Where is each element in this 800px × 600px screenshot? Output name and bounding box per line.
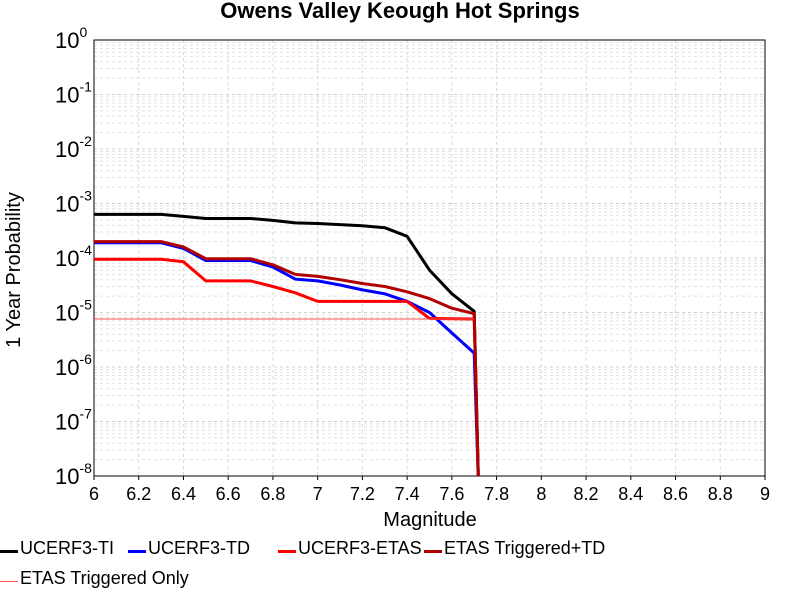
series-line-2 [94,241,480,476]
y-tick-label: 10-5 [55,297,92,326]
legend: UCERF3-TI UCERF3-TD UCERF3-ETAS ETAS Trigge… [0,536,800,600]
y-tick-label: 10-7 [55,406,92,435]
x-tick-label: 7.8 [484,484,509,504]
y-tick-label: 10-2 [55,133,92,162]
legend-label: UCERF3-ETAS [298,538,422,558]
x-tick-label: 8.8 [708,484,733,504]
x-axis-ticks: 6 6.2 6.4 6.6 6.8 7 7.2 7.4 7.6 7.8 8 8.2 8.4 8.6 8.8 9 [89,476,770,504]
x-tick-label: 9 [760,484,770,504]
legend-item: UCERF3-TD [128,538,250,559]
y-tick-label: 10-8 [55,460,92,489]
series-line-3 [94,257,480,476]
x-tick-label: 7.4 [395,484,420,504]
y-tick-label: 100 [55,24,87,53]
legend-item: UCERF3-ETAS [278,538,422,559]
chart-title: Owens Valley Keough Hot Springs [220,0,579,23]
x-axis-label: Magnitude [383,509,476,531]
x-tick-label: 8 [536,484,546,504]
x-tick-label: 6.8 [260,484,285,504]
series-layer [94,212,480,476]
y-tick-label: 10-3 [55,188,92,217]
series-line-1 [94,212,480,476]
legend-label: ETAS Triggered+TD [444,538,606,558]
legend-item: ETAS Triggered+TD [424,538,605,559]
x-tick-label: 7.2 [350,484,375,504]
legend-label: UCERF3-TI [20,538,114,558]
legend-swatch [0,581,18,582]
legend-swatch [128,550,146,553]
x-tick-label: 8.4 [618,484,643,504]
grid [93,40,766,477]
y-axis-label: 1 Year Probability [3,192,25,348]
legend-swatch [0,550,18,553]
y-tick-label: 10-4 [55,242,92,271]
chart: Owens Valley Keough Hot Springs 6 6.2 6.4 6… [3,0,770,531]
x-tick-label: 7 [313,484,323,504]
y-axis-ticks: 100 10-1 10-2 10-3 10-4 10-5 10-6 10-7 10-8 [55,24,92,489]
x-tick-label: 7.6 [439,484,464,504]
x-tick-label: 6.4 [171,484,196,504]
legend-swatch [424,550,442,553]
x-tick-label: 6 [89,484,99,504]
legend-swatch [278,550,296,553]
x-tick-label: 8.2 [574,484,599,504]
legend-label: ETAS Triggered Only [20,568,189,588]
legend-item: UCERF3-TI [0,538,114,559]
x-tick-label: 6.2 [126,484,151,504]
legend-label: UCERF3-TD [148,538,250,558]
legend-item: ETAS Triggered Only [0,568,189,589]
series-line-4 [94,240,480,476]
x-tick-label: 6.6 [216,484,241,504]
x-tick-label: 8.6 [663,484,688,504]
y-tick-label: 10-1 [55,79,92,108]
y-tick-label: 10-6 [55,351,92,380]
